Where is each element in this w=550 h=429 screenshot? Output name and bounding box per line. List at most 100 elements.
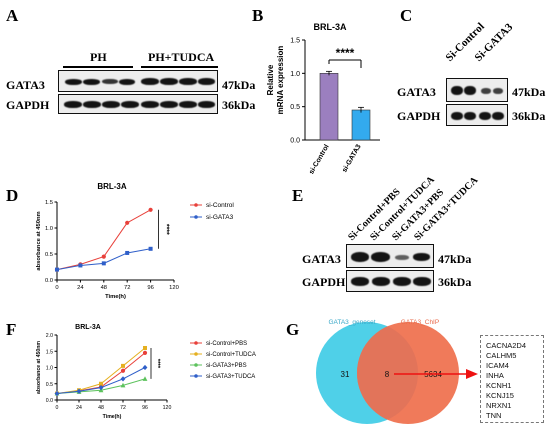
panel-a-gapdh-kda: 36kDa	[222, 98, 256, 112]
panel-a-letter: A	[6, 6, 19, 25]
venn-arrow-head	[466, 369, 478, 379]
panel-f-legend-label: si-Control+PBS	[206, 341, 247, 347]
panel-b-ytick-label: 0.0	[290, 138, 300, 145]
panel-a-gapdh-blot	[58, 94, 218, 114]
panel-f-ytick-label: 0.5	[46, 382, 53, 388]
panel-f-legend-label: si-GATA3+TUDCA	[206, 374, 255, 380]
panel-f-significance: ****	[154, 359, 160, 369]
panel-f-legend-swatch-marker	[194, 363, 198, 367]
venn-overlap-count: 8	[385, 370, 390, 379]
panel-c-gata3-blot	[446, 78, 508, 102]
panel-g-venn: GATA3_geneset GATA3_ChIP 31 8 5634	[316, 319, 478, 424]
panel-f-xlabel: Time(h)	[103, 414, 122, 420]
panel-b-category-label: si-GATA3	[341, 143, 363, 173]
panel-c-gapdh-kda: 36kDa	[512, 109, 546, 123]
panel-a-group-tudca: PH+TUDCA	[148, 50, 215, 64]
panel-b-bar	[351, 109, 371, 141]
panel-f-legend-label: si-Control+TUDCA	[206, 352, 256, 358]
panel-d-point	[101, 261, 106, 266]
panel-e-gata3-label: GATA3	[302, 252, 341, 266]
panel-f-point	[121, 363, 125, 368]
panel-e-gata3-kda: 47kDa	[438, 252, 472, 266]
panel-d-ytick-label: 0.0	[45, 278, 53, 284]
panel-d-legend-label: si-GATA3	[206, 214, 234, 221]
panel-f-point	[54, 390, 60, 397]
panel-f-ytick-label: 0.0	[46, 398, 53, 404]
gene-item: CACNA2D4	[486, 341, 527, 350]
panel-f-legend-swatch-marker	[194, 374, 198, 378]
panel-f-point	[142, 376, 148, 381]
panel-f-ytick-label: 1.0	[46, 366, 53, 372]
panel-b-bar	[319, 73, 339, 141]
panel-f-ytick-label: 2.0	[46, 333, 53, 339]
panel-b-ylabel-1: Relative	[266, 64, 275, 95]
panel-d-title: BRL-3A	[97, 182, 127, 191]
venn-right-set-label: GATA3_ChIP	[401, 319, 439, 326]
gene-item: TNN	[486, 411, 502, 420]
panel-f-ytick-label: 1.5	[46, 349, 53, 355]
panel-d-point	[101, 254, 106, 259]
panel-b-ytick-label: 1.0	[290, 71, 300, 78]
panel-d-legend-label: si-Control	[206, 202, 234, 209]
panel-b-ytick-label: 0.5	[290, 104, 300, 111]
panel-d-ytick-label: 1.0	[45, 226, 53, 232]
venn-left-count: 31	[341, 370, 350, 379]
panel-d-xtick-label: 24	[77, 285, 84, 291]
panel-f-xtick-label: 72	[120, 405, 126, 411]
panel-f-letter: F	[6, 320, 17, 339]
gene-item: ICAM4	[486, 361, 509, 370]
panel-a-group-tudca-bar	[141, 66, 218, 68]
panel-d-xtick-label: 96	[147, 285, 153, 291]
panel-f-point	[142, 350, 148, 355]
panel-f-point	[142, 364, 148, 371]
panel-d-xlabel: Time(h)	[105, 294, 126, 300]
panel-d-ytick-label: 0.5	[45, 252, 53, 258]
panel-f-point	[120, 368, 126, 373]
panel-d-xtick-label: 0	[55, 285, 58, 291]
panel-d-legend-swatch-marker	[194, 215, 198, 219]
venn-left-set-label: GATA3_geneset	[328, 319, 375, 326]
panel-b-category-label: si-Control	[308, 143, 331, 175]
panel-a-gata3-label: GATA3	[6, 78, 45, 92]
panel-f-ylabel: absorbance at 450nm	[36, 341, 42, 394]
panel-a-gapdh-label: GAPDH	[6, 98, 50, 112]
panel-c-gata3-kda: 47kDa	[512, 85, 546, 99]
gene-item: KCNH1	[486, 381, 512, 390]
panel-d-point	[55, 267, 59, 272]
panel-f-point	[99, 381, 103, 386]
panel-d-ylabel: absorbance at 450nm	[36, 211, 42, 270]
panel-d-xtick-label: 72	[124, 285, 130, 291]
panel-d-point	[125, 220, 130, 225]
panel-b-letter: B	[252, 6, 264, 25]
panel-e-letter: E	[292, 186, 304, 205]
panel-c-letter: C	[400, 6, 413, 25]
panel-d-xtick-label: 48	[101, 285, 107, 291]
panel-a-gata3-blot	[58, 70, 218, 92]
panel-b-title: BRL-3A	[314, 22, 347, 32]
panel-d-point	[148, 246, 153, 251]
panel-f-xtick-label: 0	[56, 405, 59, 411]
panel-f-xtick-label: 48	[98, 405, 104, 411]
panel-a-group-ph: PH	[90, 50, 107, 64]
panel-a-group-ph-bar	[63, 66, 133, 68]
panel-c-gapdh-label: GAPDH	[397, 109, 441, 123]
panel-d-point	[125, 250, 130, 255]
panel-b-ylabel-2: mRNA expression	[276, 46, 285, 115]
gene-item: INHA	[486, 371, 504, 380]
panel-f-xtick-label: 96	[142, 405, 148, 411]
panel-d-point	[148, 207, 153, 212]
panel-c-gapdh-blot	[446, 104, 508, 126]
gene-item: NRXN1	[486, 401, 512, 410]
panel-d-chart: BRL-3A 0.0 0.5 1.0 1.5 0 24 48 72 96 120 Time(h) ab…	[36, 182, 234, 300]
panel-e-gata3-blot	[346, 244, 434, 268]
panel-f-title: BRL-3A	[75, 324, 101, 331]
venn-overlap	[357, 322, 418, 424]
panel-c-gata3-label: GATA3	[397, 85, 436, 99]
panel-f-chart: BRL-3A 0.0 0.5 1.0 1.5 2.0 0 24 48 72 96 120 Time(h…	[36, 324, 256, 420]
panel-e-gapdh-blot	[346, 270, 434, 292]
panel-a-gata3-kda: 47kDa	[222, 78, 256, 92]
panel-d-legend-swatch-marker	[194, 203, 198, 207]
panel-d-letter: D	[6, 186, 19, 205]
panel-b-significance: ****	[336, 46, 355, 60]
panel-d-point	[78, 263, 83, 268]
